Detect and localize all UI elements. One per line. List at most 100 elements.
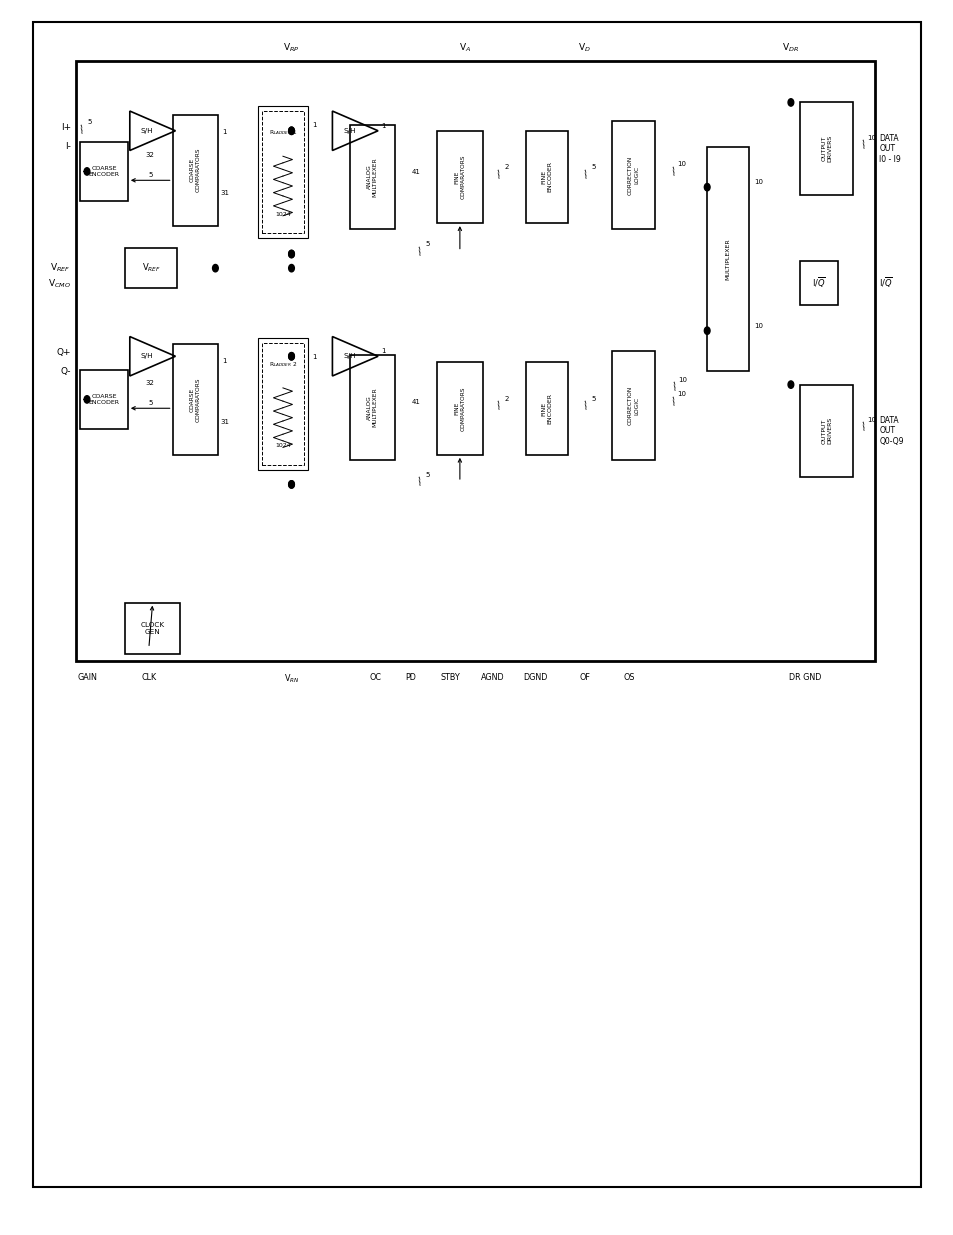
Text: S/H: S/H bbox=[141, 353, 153, 359]
Text: OS: OS bbox=[623, 673, 635, 682]
Bar bbox=[262, 343, 304, 464]
Text: 10: 10 bbox=[753, 179, 762, 185]
Text: OUTPUT
DRIVERS: OUTPUT DRIVERS bbox=[821, 135, 831, 162]
Text: DGND: DGND bbox=[522, 673, 547, 682]
Text: CORRECTION
LOGIC: CORRECTION LOGIC bbox=[627, 156, 639, 195]
Text: 5: 5 bbox=[88, 119, 91, 125]
Bar bbox=[349, 125, 395, 230]
Bar bbox=[125, 603, 180, 655]
Text: I/$\overline{Q}$: I/$\overline{Q}$ bbox=[812, 275, 825, 290]
Text: 5: 5 bbox=[148, 400, 152, 406]
Text: S/H: S/H bbox=[141, 127, 153, 133]
Bar bbox=[800, 103, 852, 195]
Text: ANALOG
MULTIPLEXER: ANALOG MULTIPLEXER bbox=[367, 388, 377, 427]
Text: 10: 10 bbox=[866, 135, 876, 141]
Text: 5: 5 bbox=[425, 472, 429, 478]
Text: AGND: AGND bbox=[481, 673, 504, 682]
Bar bbox=[125, 248, 177, 289]
Text: 1: 1 bbox=[222, 128, 227, 135]
Text: Q+: Q+ bbox=[56, 348, 71, 357]
Text: 5: 5 bbox=[148, 173, 152, 178]
Text: S/H: S/H bbox=[343, 127, 355, 133]
Circle shape bbox=[289, 127, 294, 135]
Text: 10: 10 bbox=[753, 322, 762, 329]
Text: FINE
ENCODER: FINE ENCODER bbox=[541, 162, 552, 193]
Text: Q0-Q9: Q0-Q9 bbox=[879, 437, 902, 446]
Text: COARSE
COMPARATORS: COARSE COMPARATORS bbox=[190, 377, 201, 421]
Circle shape bbox=[289, 352, 294, 359]
Bar bbox=[800, 384, 852, 477]
Text: FINE
COMPARATORS: FINE COMPARATORS bbox=[454, 387, 465, 431]
Text: /: / bbox=[79, 125, 86, 135]
Bar bbox=[262, 111, 304, 233]
Text: PD: PD bbox=[405, 673, 416, 682]
Text: 10: 10 bbox=[678, 377, 686, 383]
Bar bbox=[436, 131, 482, 224]
Bar bbox=[349, 354, 395, 459]
Text: 2: 2 bbox=[504, 395, 509, 401]
Text: I/$\overline{Q}$: I/$\overline{Q}$ bbox=[879, 275, 892, 290]
Text: OF: OF bbox=[578, 673, 589, 682]
Text: V$_{REF}$: V$_{REF}$ bbox=[142, 262, 160, 274]
Circle shape bbox=[289, 251, 294, 258]
Circle shape bbox=[703, 184, 709, 191]
Bar bbox=[436, 362, 482, 454]
Circle shape bbox=[289, 480, 294, 488]
Circle shape bbox=[289, 352, 294, 359]
Text: FINE
ENCODER: FINE ENCODER bbox=[541, 393, 552, 424]
Text: 32: 32 bbox=[146, 379, 154, 385]
Text: V$_{CMO}$: V$_{CMO}$ bbox=[48, 278, 71, 290]
Text: 32: 32 bbox=[146, 152, 154, 158]
Text: CLK: CLK bbox=[141, 673, 156, 682]
Bar bbox=[258, 338, 308, 469]
Text: 1024: 1024 bbox=[274, 443, 291, 448]
Text: 10: 10 bbox=[677, 161, 685, 167]
Text: 31: 31 bbox=[220, 419, 229, 425]
Text: COARSE
COMPARATORS: COARSE COMPARATORS bbox=[190, 148, 201, 193]
Text: DR GND: DR GND bbox=[788, 673, 821, 682]
Text: /: / bbox=[582, 401, 589, 411]
Circle shape bbox=[84, 395, 90, 403]
Text: /: / bbox=[670, 396, 677, 408]
Bar bbox=[258, 106, 308, 238]
Bar bbox=[525, 131, 568, 224]
Text: V$_{REF}$: V$_{REF}$ bbox=[51, 262, 71, 274]
Bar bbox=[706, 147, 748, 370]
Text: /: / bbox=[670, 167, 677, 177]
Text: STBY: STBY bbox=[440, 673, 459, 682]
Text: V$_{RN}$: V$_{RN}$ bbox=[283, 673, 299, 685]
Text: I0 - I9: I0 - I9 bbox=[879, 156, 901, 164]
Text: OUTPUT
DRIVERS: OUTPUT DRIVERS bbox=[821, 417, 831, 445]
Circle shape bbox=[703, 327, 709, 335]
Bar bbox=[172, 343, 218, 454]
Circle shape bbox=[289, 251, 294, 258]
Text: R$_{LADDER}$ 1: R$_{LADDER}$ 1 bbox=[269, 128, 296, 137]
Text: /: / bbox=[496, 401, 502, 411]
Bar bbox=[80, 369, 128, 429]
Text: /: / bbox=[416, 246, 423, 257]
Text: 10: 10 bbox=[677, 391, 685, 398]
Text: 1: 1 bbox=[312, 122, 316, 128]
Text: GAIN: GAIN bbox=[77, 673, 97, 682]
Text: V$_{RP}$: V$_{RP}$ bbox=[283, 42, 299, 54]
Text: DATA: DATA bbox=[879, 135, 898, 143]
Text: /: / bbox=[860, 422, 866, 432]
Text: CLOCK
GEN: CLOCK GEN bbox=[140, 622, 165, 635]
Circle shape bbox=[289, 264, 294, 272]
Circle shape bbox=[84, 168, 90, 175]
Text: /: / bbox=[496, 169, 502, 180]
Text: MULTIPLEXER: MULTIPLEXER bbox=[725, 238, 730, 280]
Text: OC: OC bbox=[369, 673, 381, 682]
Text: CORRECTION
LOGIC: CORRECTION LOGIC bbox=[627, 385, 639, 425]
Circle shape bbox=[787, 99, 793, 106]
Text: OUT: OUT bbox=[879, 144, 895, 153]
Bar bbox=[612, 121, 654, 230]
Bar bbox=[172, 115, 218, 226]
Text: 2: 2 bbox=[504, 164, 509, 170]
Text: DATA: DATA bbox=[879, 416, 898, 426]
Text: FINE
COMPARATORS: FINE COMPARATORS bbox=[454, 154, 465, 199]
Text: 5: 5 bbox=[591, 395, 596, 401]
Text: V$_{A}$: V$_{A}$ bbox=[458, 42, 470, 54]
Text: COARSE
ENCODER: COARSE ENCODER bbox=[89, 165, 119, 177]
Text: V$_{D}$: V$_{D}$ bbox=[578, 42, 590, 54]
